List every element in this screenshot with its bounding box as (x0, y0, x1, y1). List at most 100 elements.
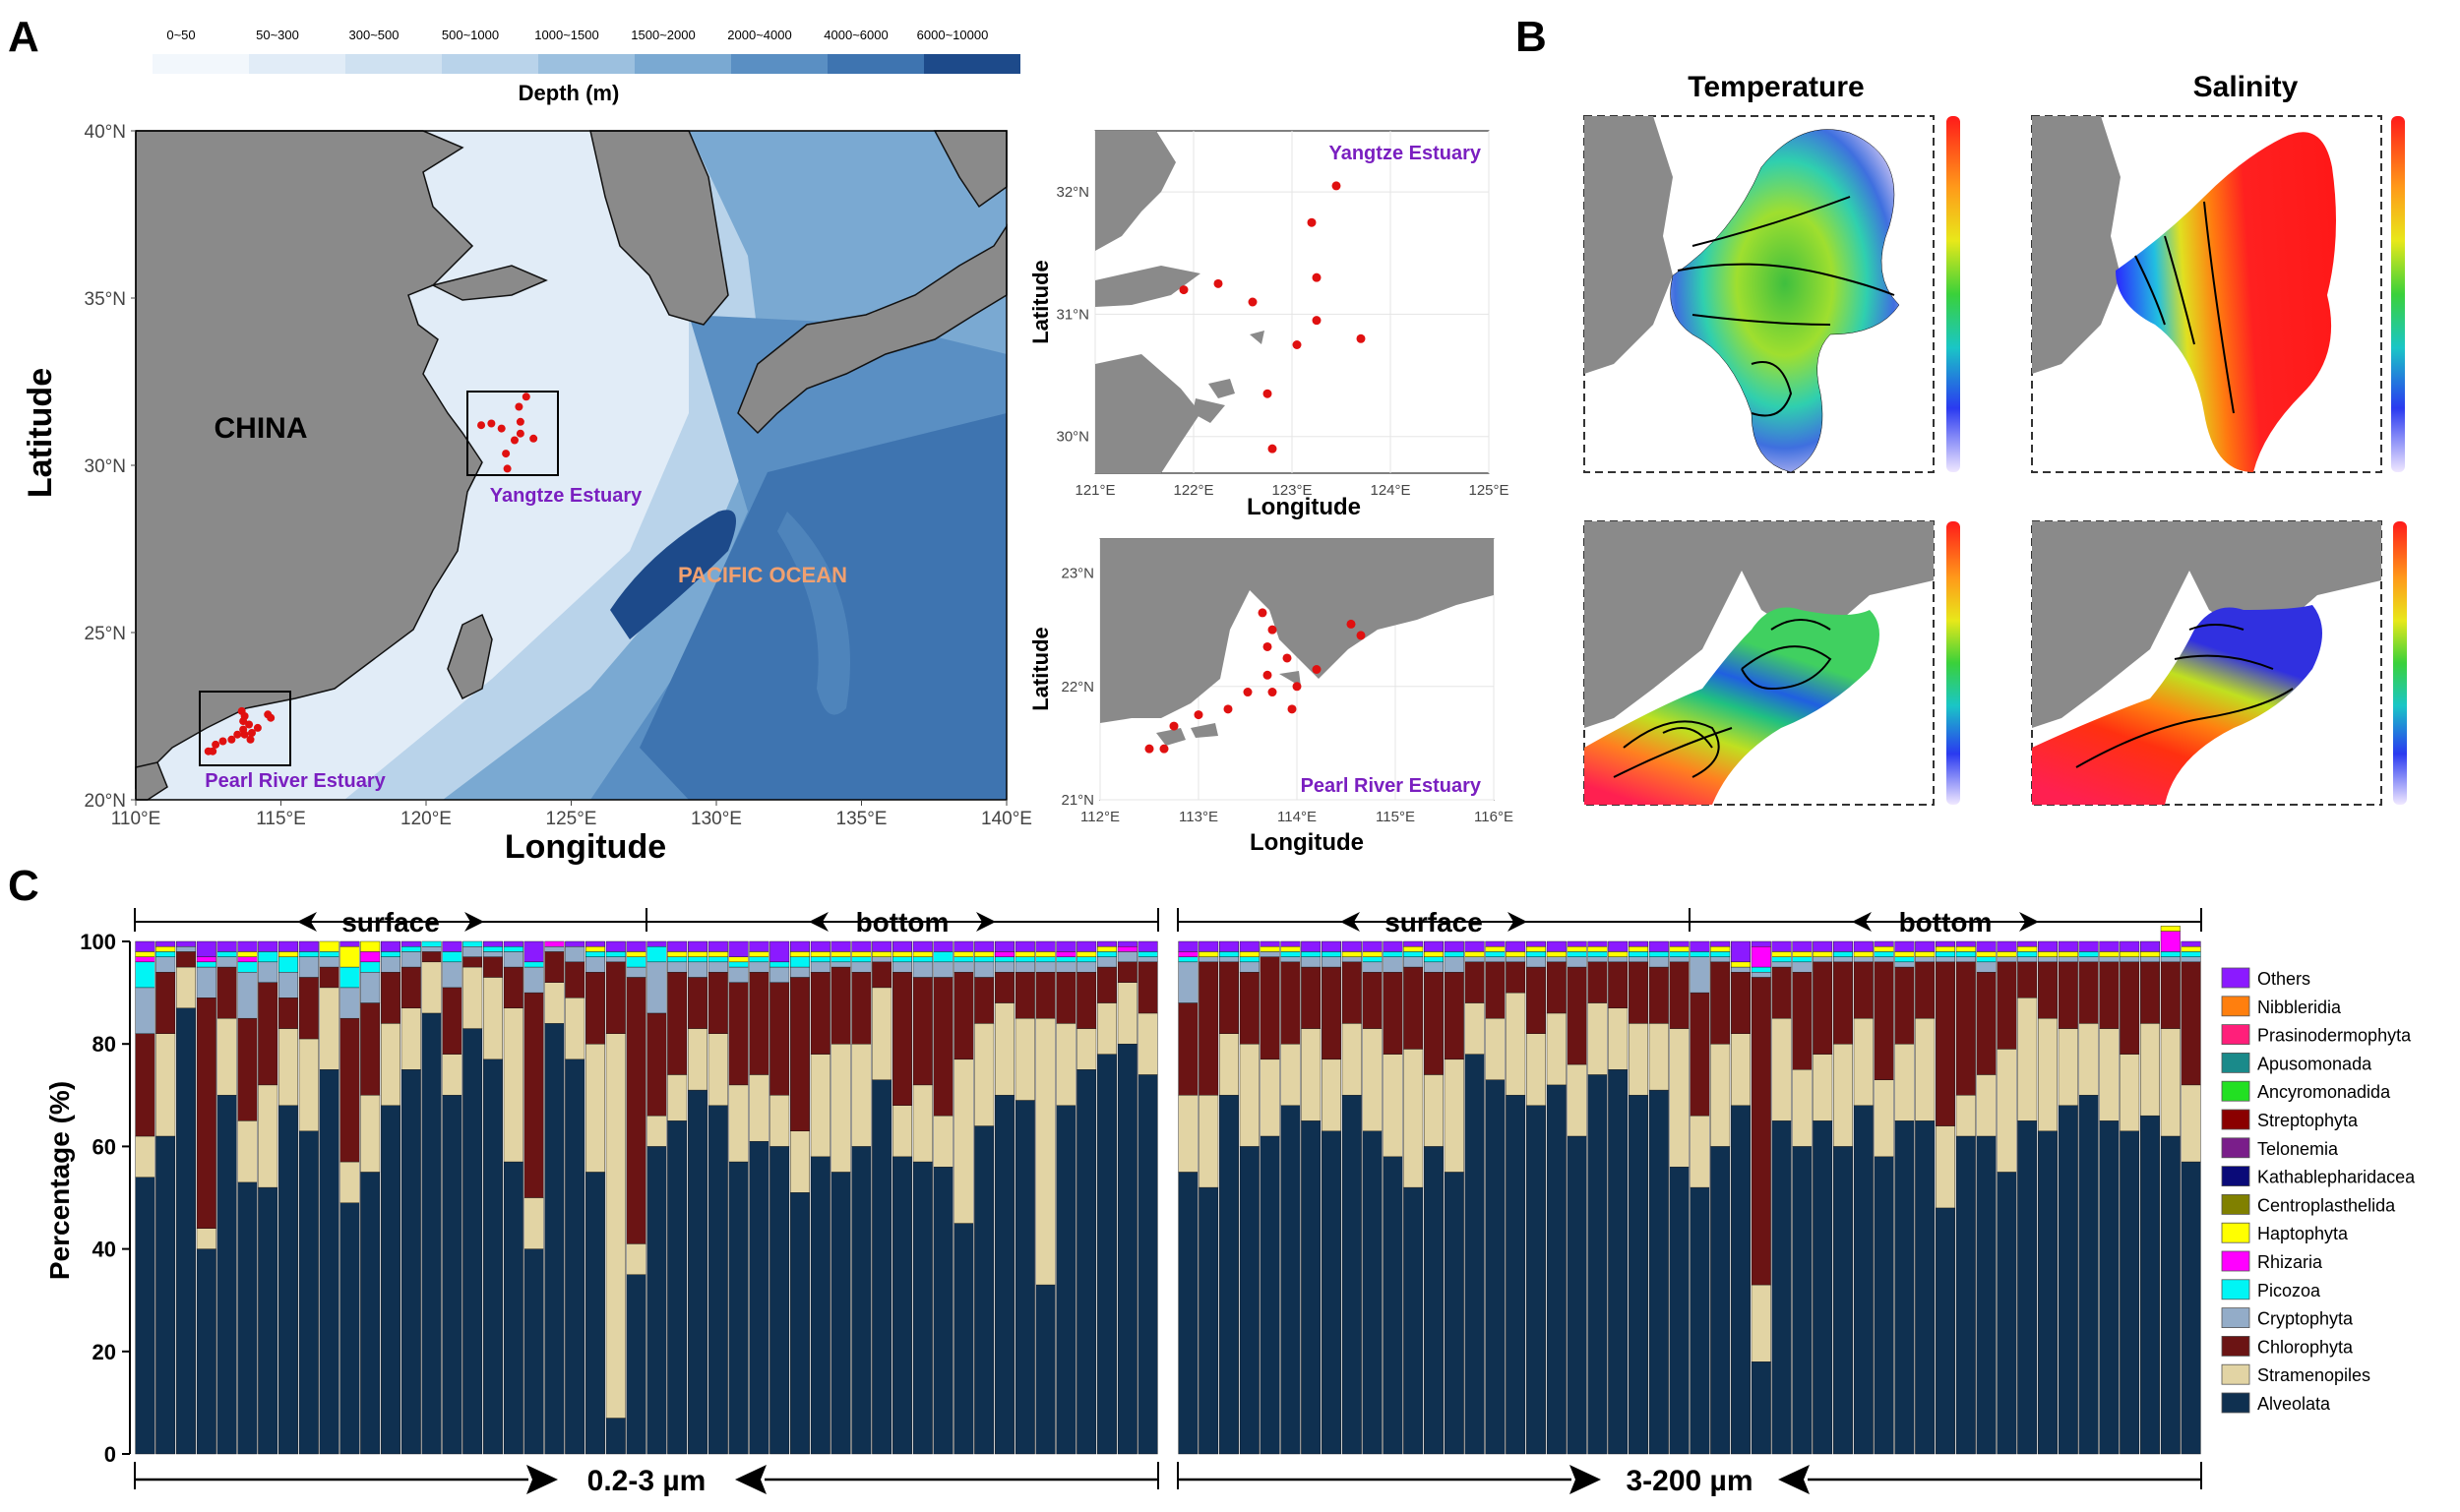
depth-bin-label: 2000~4000 (727, 28, 791, 42)
bar-segment (400, 966, 421, 1008)
bar-segment (1117, 961, 1138, 983)
bar-segment (728, 940, 749, 957)
bar-segment (749, 1074, 769, 1142)
bar-segment (626, 951, 646, 957)
bar-segment (790, 977, 811, 1131)
bar-segment (1260, 1058, 1280, 1137)
bar-segment (1813, 951, 1833, 957)
legend-label: Streptophyta (2257, 1111, 2359, 1130)
bar-segment (1730, 972, 1751, 1034)
bar-segment (1915, 940, 1936, 952)
bar-segment (1015, 951, 1035, 957)
bar-segment (1096, 951, 1117, 957)
bar-segment (483, 956, 504, 978)
bar-segment (1730, 966, 1751, 973)
bar-segment (1178, 956, 1199, 963)
x-tick-label: 110°E (111, 809, 161, 829)
bar-segment (1178, 1002, 1199, 1096)
bar-segment (1056, 961, 1076, 973)
bar-segment (462, 1028, 483, 1455)
bar-segment (1628, 946, 1648, 952)
bar-segment (1546, 956, 1567, 963)
bar-segment (2139, 1115, 2160, 1455)
pearl-box[interactable] (199, 691, 291, 766)
bar-segment (1525, 951, 1546, 957)
bar-segment (462, 956, 483, 968)
bar-segment (1117, 946, 1138, 952)
bar-segment (1464, 940, 1485, 952)
bar-segment (2120, 1130, 2140, 1455)
depth-bin-label: 0~50 (166, 28, 195, 42)
bar-segment (1444, 972, 1464, 1060)
bar-segment (360, 961, 381, 973)
bar-segment (1178, 951, 1199, 957)
bar-segment (1035, 972, 1056, 1019)
yangtze-box[interactable] (466, 391, 559, 476)
main-map-x-label: Longitude (505, 828, 666, 866)
bar-segment (707, 1105, 728, 1455)
bar-segment (1751, 1361, 1771, 1455)
bar-segment (688, 1028, 708, 1091)
bar-segment (1690, 940, 1710, 952)
bar-segment (1444, 951, 1464, 957)
bar-segment (688, 961, 708, 978)
bar-segment (1853, 951, 1874, 957)
bar-segment (2058, 1105, 2078, 1455)
bar-segment (237, 951, 258, 957)
china-landmass (135, 130, 483, 790)
bar-segment (2181, 1161, 2201, 1455)
bar-segment (1301, 966, 1322, 1029)
bar-segment (585, 1172, 606, 1455)
bar-segment (1525, 1033, 1546, 1106)
bar-segment (175, 946, 196, 952)
bar-segment (1546, 1012, 1567, 1086)
station-dot (1292, 682, 1302, 692)
bar-segment (258, 982, 278, 1086)
bar-segment (381, 956, 401, 973)
bar-segment (339, 1161, 360, 1203)
bar-segment (749, 956, 769, 963)
y-tick-label: 21°N (1061, 792, 1094, 809)
bar-segment (953, 951, 974, 957)
bar-segment (1383, 1054, 1403, 1158)
bar-segment (1935, 1207, 1955, 1455)
bar-segment (258, 961, 278, 983)
bar-segment (830, 966, 851, 1045)
depth-bin-label: 1000~1500 (534, 28, 598, 42)
bar-segment (1567, 1063, 1587, 1137)
bar-segment (2099, 951, 2120, 957)
bar-segment (360, 951, 381, 963)
bar-segment (1935, 946, 1955, 952)
depth-legend-title: Depth (m) (519, 81, 620, 105)
x-tick-label: 113°E (1179, 809, 1218, 825)
bar-segment (1035, 961, 1056, 973)
bar-segment (319, 956, 339, 968)
bar-segment (400, 1069, 421, 1455)
bar-segment (1813, 956, 1833, 963)
legend-label: Rhizaria (2257, 1252, 2323, 1272)
bar-segment (1567, 946, 1587, 952)
bar-segment (2181, 951, 2201, 957)
bar-segment (278, 951, 299, 957)
station-dot (503, 464, 512, 473)
bar-segment (2181, 940, 2201, 947)
bar-segment (2181, 961, 2201, 1086)
bar-segment (1362, 1028, 1383, 1131)
bar-segment (360, 1095, 381, 1173)
bar-segment (626, 940, 646, 952)
bar-segment (175, 940, 196, 947)
bar-segment (1260, 951, 1280, 957)
pearl-y-label: Latitude (1028, 627, 1053, 711)
bar-segment (1056, 956, 1076, 963)
bar-segment (1117, 940, 1138, 947)
bar-segment (1301, 951, 1322, 957)
bar-segment (1628, 1095, 1648, 1455)
station-dot (477, 421, 486, 430)
bar-segment (258, 940, 278, 952)
bar-segment (912, 940, 933, 952)
bar-segment (2120, 1054, 2140, 1131)
bar-segment (646, 1146, 667, 1455)
bar-segment (707, 951, 728, 957)
bar-segment (2058, 956, 2078, 963)
bar-segment (1423, 961, 1444, 973)
